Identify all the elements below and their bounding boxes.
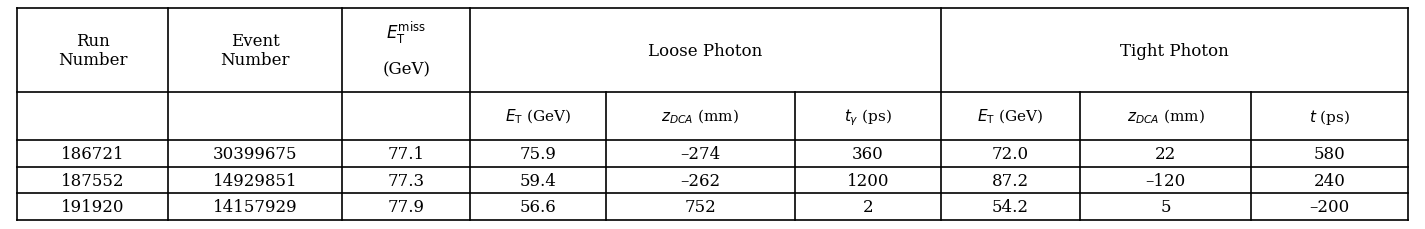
Text: 240: 240	[1314, 172, 1345, 189]
Text: $t$ (ps): $t$ (ps)	[1310, 107, 1349, 126]
Text: 360: 360	[852, 146, 884, 162]
Text: $z_{DCA}$ (mm): $z_{DCA}$ (mm)	[1127, 108, 1204, 126]
Text: 5: 5	[1160, 198, 1171, 215]
Text: 14929851: 14929851	[212, 172, 298, 189]
Text: 77.3: 77.3	[388, 172, 425, 189]
Text: $E_{\mathrm{T}}^{\mathrm{miss}}$: $E_{\mathrm{T}}^{\mathrm{miss}}$	[386, 20, 426, 46]
Text: –200: –200	[1310, 198, 1349, 215]
Text: 72.0: 72.0	[992, 146, 1029, 162]
Text: 14157929: 14157929	[212, 198, 298, 215]
Text: $z_{DCA}$ (mm): $z_{DCA}$ (mm)	[661, 108, 740, 126]
Text: (GeV): (GeV)	[382, 61, 430, 78]
Text: 77.9: 77.9	[388, 198, 425, 215]
Text: 77.1: 77.1	[388, 146, 425, 162]
Text: 1200: 1200	[846, 172, 889, 189]
Text: 752: 752	[684, 198, 717, 215]
Text: $t_{\gamma}$ (ps): $t_{\gamma}$ (ps)	[844, 106, 892, 127]
Text: 580: 580	[1314, 146, 1345, 162]
Text: –262: –262	[680, 172, 721, 189]
Text: 187552: 187552	[61, 172, 124, 189]
Text: $E_{\mathrm{T}}$ (GeV): $E_{\mathrm{T}}$ (GeV)	[504, 108, 571, 126]
Text: $E_{\mathrm{T}}$ (GeV): $E_{\mathrm{T}}$ (GeV)	[978, 108, 1043, 126]
Text: 186721: 186721	[61, 146, 124, 162]
Text: 54.2: 54.2	[992, 198, 1029, 215]
Text: Tight Photon: Tight Photon	[1120, 43, 1228, 59]
Text: Loose Photon: Loose Photon	[648, 43, 762, 59]
Text: 87.2: 87.2	[992, 172, 1029, 189]
Text: 30399675: 30399675	[212, 146, 298, 162]
Text: Event
Number: Event Number	[221, 33, 289, 69]
Text: –274: –274	[680, 146, 721, 162]
Text: 59.4: 59.4	[520, 172, 556, 189]
Text: 191920: 191920	[61, 198, 124, 215]
Text: 2: 2	[862, 198, 874, 215]
Text: –120: –120	[1146, 172, 1186, 189]
Text: 22: 22	[1156, 146, 1176, 162]
Text: 56.6: 56.6	[520, 198, 556, 215]
Text: 75.9: 75.9	[520, 146, 556, 162]
Text: Run
Number: Run Number	[58, 33, 127, 69]
